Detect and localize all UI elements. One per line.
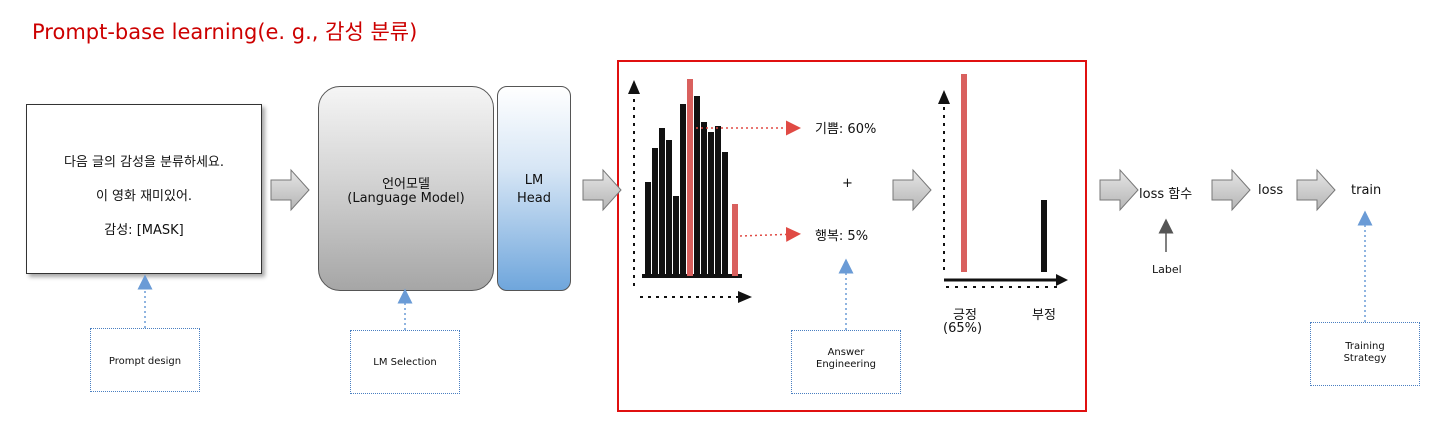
- loss-label: loss: [1258, 183, 1284, 198]
- class-negative-label: 부정: [1032, 308, 1056, 323]
- dist-bar-10: [708, 132, 714, 276]
- training-strategy-label-1: Training: [1345, 341, 1385, 352]
- flow-arrow-5: [1211, 168, 1251, 212]
- language-model-box: 언어모델 (Language Model): [318, 86, 494, 291]
- prompt-design-label: Prompt design: [108, 356, 182, 367]
- flow-arrow-3: [892, 168, 932, 212]
- prompt-box: 다음 글의 감성을 분류하세요. 이 영화 재미있어. 감성: [MASK]: [26, 104, 262, 274]
- dist-bar-happiness: [732, 204, 738, 276]
- answer-engineering-frame: [617, 60, 1087, 412]
- train-label: train: [1351, 183, 1382, 198]
- dist-bar-6: [680, 104, 686, 276]
- diagram-title: Prompt-base learning(e. g., 감성 분류): [32, 20, 418, 44]
- output-bar-positive: [961, 74, 967, 272]
- training-strategy-label-2: Strategy: [1343, 353, 1387, 364]
- flow-arrow-1: [270, 168, 310, 212]
- dist-bar-3: [659, 128, 665, 276]
- output-x-arrowhead: [1056, 274, 1068, 286]
- lm-selection-box: LM Selection: [350, 330, 460, 394]
- prompt-instruction: 다음 글의 감성을 분류하세요.: [63, 155, 225, 170]
- dist-bar-1: [645, 182, 651, 276]
- prompt-input: 이 영화 재미있어.: [95, 189, 193, 204]
- lm-head-line1: LM: [524, 173, 544, 188]
- dist-bar-2: [652, 148, 658, 276]
- class-positive-percent: (65%): [943, 321, 983, 336]
- lm-selection-label: LM Selection: [373, 357, 437, 368]
- class-positive-label: 긍정: [953, 308, 977, 323]
- dist-y-arrowhead: [628, 80, 640, 94]
- dist-bar-9: [701, 122, 707, 276]
- dist-bar-8: [694, 96, 700, 276]
- lm-head-line2: Head: [517, 191, 551, 206]
- prompt-mask: 감성: [MASK]: [104, 223, 184, 238]
- training-strategy-box: Training Strategy: [1310, 322, 1420, 386]
- answer-engineering-label-1: Answer: [827, 347, 865, 358]
- answer-engineering-label-2: Engineering: [816, 359, 876, 370]
- answer-plus: +: [842, 176, 853, 191]
- happiness-pointer: [739, 226, 801, 242]
- flow-arrow-6: [1296, 168, 1336, 212]
- dist-x-arrowhead: [738, 291, 752, 303]
- lm-head-box: LM Head: [497, 86, 571, 291]
- class-output-chart: [938, 74, 1068, 288]
- answer-engineering-box: Answer Engineering: [791, 330, 901, 394]
- flow-arrow-4: [1099, 168, 1139, 212]
- label-text: Label: [1152, 263, 1182, 276]
- lm-name-en: (Language Model): [347, 191, 465, 206]
- output-y-arrowhead: [938, 90, 950, 104]
- dist-bar-4: [666, 140, 672, 276]
- output-bar-negative: [1041, 200, 1047, 272]
- dist-bar-11: [715, 126, 721, 276]
- answer-happiness: 행복: 5%: [815, 229, 869, 244]
- dist-bar-12: [722, 152, 728, 276]
- dist-bar-joy: [687, 79, 693, 276]
- prompt-design-box: Prompt design: [90, 328, 200, 392]
- dist-bar-5: [673, 196, 679, 276]
- flow-arrow-2: [582, 168, 622, 212]
- lm-name-ko: 언어모델: [382, 177, 430, 192]
- loss-function-label: loss 함수: [1139, 187, 1193, 202]
- token-distribution-chart: [628, 79, 752, 303]
- answer-joy: 기쁨: 60%: [815, 122, 877, 137]
